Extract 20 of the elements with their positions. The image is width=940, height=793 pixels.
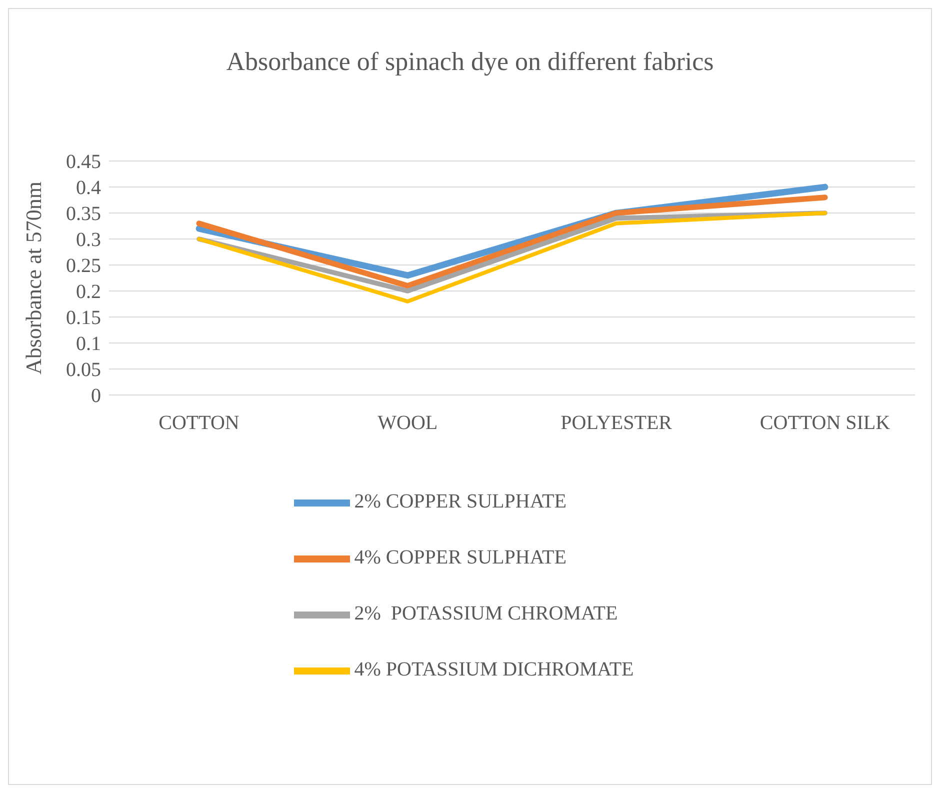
y-tick-label: 0.05 (66, 359, 101, 382)
y-tick-label: 0.35 (66, 203, 101, 226)
y-tick-label: 0.2 (76, 281, 101, 304)
x-tick-label: POLYESTER (560, 412, 673, 434)
x-tick-label: COTTON SILK (760, 412, 891, 434)
chart-title: Absorbance of spinach dye on different fabrics (225, 46, 715, 78)
y-tick-label: 0.45 (66, 151, 101, 174)
legend-label: 2% COPPER SULPHATE (354, 490, 566, 513)
y-axis-title: Absorbance at 570nm (20, 181, 46, 375)
x-tick-label: WOOL (378, 412, 438, 434)
y-tick-label: 0.15 (66, 307, 101, 330)
legend-label: 2% POTASSIUM CHROMATE (354, 602, 618, 625)
legend-label: 4% COPPER SULPHATE (354, 546, 566, 569)
y-tick-label: 0 (91, 385, 101, 408)
x-tick-label: COTTON (158, 412, 240, 434)
legend-label: 4% POTASSIUM DICHROMATE (354, 658, 634, 681)
y-tick-label: 0.3 (76, 229, 101, 252)
y-tick-label: 0.25 (66, 255, 101, 278)
y-tick-label: 0.1 (76, 333, 101, 356)
y-tick-label: 0.4 (76, 177, 101, 200)
